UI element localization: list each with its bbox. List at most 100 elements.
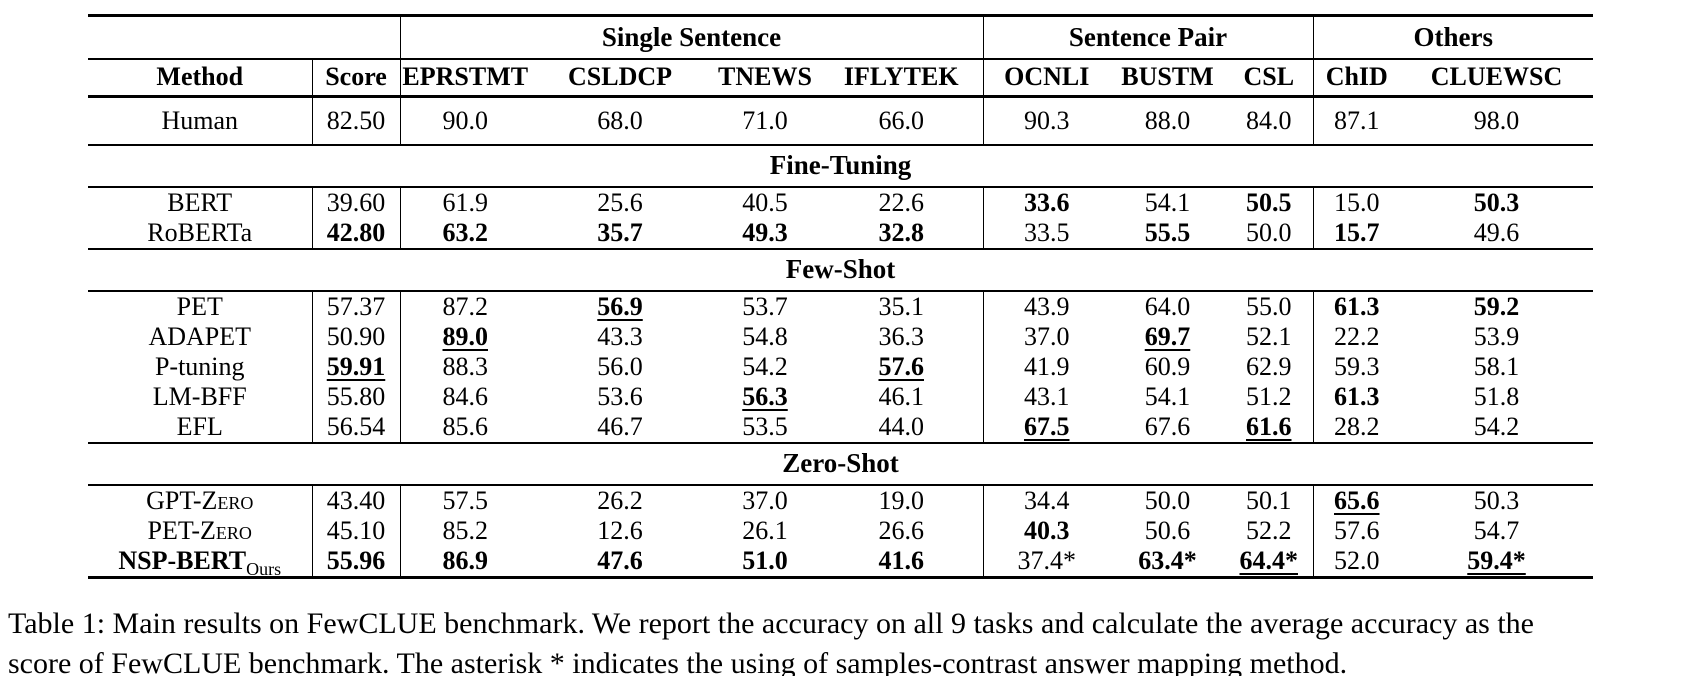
cell-value: 90.3 (1024, 105, 1070, 135)
value-cell: 35.7 (530, 218, 710, 249)
value-cell: 50.0 (1110, 485, 1225, 516)
table-head: Single Sentence Sentence Pair Others Method… (88, 15, 1594, 97)
cell-value: 61.3 (1334, 291, 1380, 321)
value-cell: 43.40 (311, 484, 400, 516)
value-cell: 61.6 (1225, 412, 1313, 443)
value-cell: 39.60 (311, 186, 400, 218)
column-header-eprstmt: EPRSTMT (399, 58, 530, 97)
value-cell: 60.9 (1110, 352, 1225, 382)
value-cell: 62.9 (1225, 352, 1313, 382)
value-cell: 64.0 (1110, 291, 1225, 322)
cell-value: 41.6 (878, 545, 925, 575)
value-cell: 63.2 (399, 217, 530, 249)
method-name: LM-BFF (152, 381, 247, 411)
value-cell: 57.6 (1312, 515, 1401, 546)
value-cell: 53.9 (1400, 322, 1593, 352)
value-cell: 65.6 (1312, 484, 1401, 516)
value-cell: 54.7 (1400, 516, 1593, 546)
table-row: ADAPET 50.90 89.0 43.3 54.8 36.3 37.0 69.7 52.1 2… (88, 321, 1593, 352)
cell-value: 84.6 (442, 381, 489, 411)
method-name: PET-Zero (147, 515, 252, 545)
cell-value: 22.6 (878, 187, 925, 217)
value-cell: 50.90 (311, 321, 400, 352)
cell-value: 63.2 (442, 217, 489, 247)
cell-value: 35.1 (878, 291, 925, 321)
value-cell: 98.0 (1400, 97, 1593, 145)
value-cell: 37.4* (982, 545, 1110, 577)
value-cell: 59.4* (1400, 546, 1593, 578)
table-row: BERT 39.60 61.9 25.6 40.5 22.6 33.6 54.1 50.5 15.… (88, 186, 1593, 218)
value-cell: 63.4* (1110, 546, 1225, 578)
caption-line-1: Table 1: Main results on FewCLUE benchma… (8, 607, 1534, 640)
value-cell: 50.5 (1225, 187, 1313, 218)
cell-value: 87.1 (1334, 105, 1380, 135)
cell-value: 19.0 (878, 485, 925, 515)
cell-value: 26.2 (597, 485, 643, 515)
value-cell: 41.6 (820, 546, 983, 578)
value-cell: 35.1 (820, 291, 983, 322)
cell-value: 34.4 (1024, 485, 1070, 515)
section-label: Fine-Tuning (769, 150, 912, 180)
cell-value: 50.0 (1144, 485, 1191, 515)
method-cell: NSP-BERTOurs (88, 546, 312, 578)
value-cell: 43.9 (982, 290, 1110, 322)
cell-value: 59.4* (1467, 545, 1526, 575)
group-header: Sentence Pair (982, 15, 1314, 59)
section-header-row: Zero-Shot (88, 442, 1594, 485)
table-row: NSP-BERTOurs 55.96 86.9 47.6 51.0 41.6 37.4* 63… (88, 545, 1594, 578)
value-cell: 56.9 (530, 291, 710, 322)
value-cell: 61.3 (1312, 290, 1401, 322)
value-cell: 88.3 (399, 351, 530, 382)
value-cell: 52.2 (1225, 516, 1313, 546)
value-cell: 46.7 (530, 412, 710, 443)
cell-value: 50.90 (326, 321, 386, 351)
cell-value: 45.10 (326, 515, 386, 545)
method-name: PET (176, 291, 223, 321)
cell-value: 68.0 (597, 105, 643, 135)
value-cell: 59.3 (1312, 351, 1401, 382)
cell-value: 52.2 (1246, 515, 1292, 545)
value-cell: 51.2 (1225, 382, 1313, 412)
value-cell: 50.3 (1400, 485, 1593, 516)
cell-value: 50.5 (1246, 187, 1292, 217)
value-cell: 15.7 (1312, 217, 1401, 249)
cell-value: 63.4* (1138, 545, 1197, 575)
method-subscript: Ours (246, 558, 282, 579)
cell-value: 15.7 (1334, 217, 1380, 247)
cell-value: 51.0 (742, 545, 788, 575)
cell-value: 35.7 (597, 217, 643, 247)
value-cell: 41.9 (982, 351, 1110, 382)
cell-value: 57.37 (326, 291, 386, 321)
table-row: PET 57.37 87.2 56.9 53.7 35.1 43.9 64.0 55.0 61.3… (88, 290, 1593, 322)
value-cell: 68.0 (530, 97, 710, 145)
value-cell: 71.0 (710, 97, 820, 145)
cell-value: 88.0 (1144, 105, 1191, 135)
cell-value: 41.9 (1024, 351, 1070, 381)
value-cell: 26.2 (530, 485, 710, 516)
cell-value: 36.3 (878, 321, 925, 351)
cell-value: 39.60 (326, 187, 386, 217)
column-header-ocnli: OCNLI (982, 58, 1110, 97)
value-cell: 12.6 (530, 516, 710, 546)
cell-value: 43.1 (1024, 381, 1070, 411)
cell-value: 51.8 (1473, 381, 1520, 411)
table-row: Human 82.50 90.0 68.0 71.0 66.0 90.3 88.0 84.0 87… (88, 96, 1593, 145)
value-cell: 54.1 (1110, 382, 1225, 412)
cell-value: 57.5 (442, 485, 489, 515)
value-cell: 52.1 (1225, 322, 1313, 352)
value-cell: 58.1 (1400, 352, 1593, 382)
value-cell: 40.3 (982, 515, 1110, 546)
group-header-spacer (88, 16, 400, 59)
column-header-method: Method (156, 62, 244, 92)
value-cell: 82.50 (311, 96, 400, 145)
method-cell: ADAPET (88, 322, 312, 352)
method-cell: PET-Zero (88, 516, 312, 546)
value-cell: 64.4* (1225, 546, 1313, 578)
cell-value: 85.6 (442, 411, 489, 441)
cell-value: 89.0 (442, 321, 489, 351)
table-row: P-tuning 59.91 88.3 56.0 54.2 57.6 41.9 60.9 62.… (88, 351, 1593, 382)
cell-value: 28.2 (1334, 411, 1380, 441)
value-cell: 56.3 (710, 382, 820, 412)
value-cell: 37.0 (710, 485, 820, 516)
cell-value: 50.3 (1473, 485, 1520, 515)
